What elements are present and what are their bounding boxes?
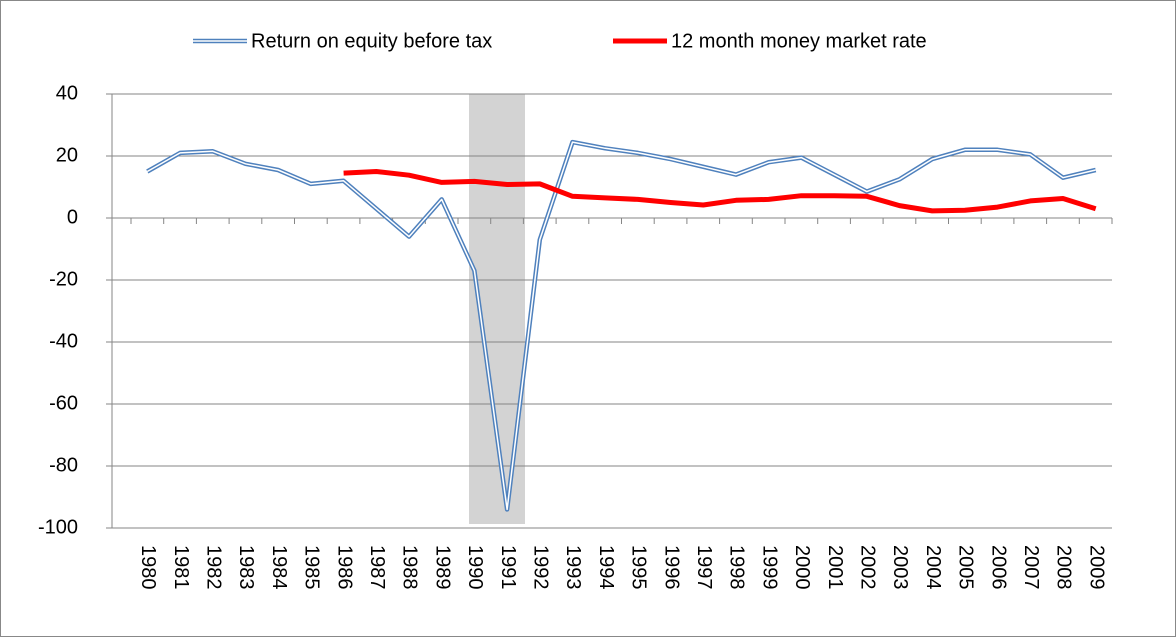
x-tick-label: 2007 [1020,545,1042,590]
x-tick-label: 1999 [758,545,780,590]
x-tick-label: 1983 [235,545,257,590]
x-tick-label: 2003 [889,545,911,590]
y-tick-label: -20 [49,268,78,290]
x-tick-label: 1991 [497,545,519,590]
x-tick-label: 1997 [693,545,715,590]
y-tick-label: -60 [49,392,78,414]
x-tick-label: 1995 [628,545,650,590]
x-tick-label: 2008 [1053,545,1075,590]
y-tick-label: 20 [56,144,78,166]
y-tick-label: 0 [67,206,78,228]
x-tick-label: 1996 [660,545,682,590]
x-tick-label: 1986 [333,545,355,590]
x-tick-label: 2004 [922,545,944,590]
x-tick-label: 1988 [399,545,421,590]
x-tick-label: 2000 [791,545,813,590]
x-tick-label: 2002 [856,545,878,590]
x-tick-label: 2009 [1085,545,1107,590]
x-tick-label: 1984 [268,545,290,590]
x-tick-label: 1987 [366,545,388,590]
x-tick-label: 1980 [137,545,159,590]
y-tick-label: -100 [38,516,78,538]
y-tick-label: 40 [56,82,78,104]
legend-label: Return on equity before tax [251,30,492,52]
x-tick-label: 1994 [595,545,617,590]
x-tick-label: 1993 [562,545,584,590]
series-line-inner [146,141,1096,511]
x-tick-label: 1989 [431,545,453,590]
x-tick-label: 1985 [301,545,323,590]
x-tick-label: 1982 [202,545,224,590]
x-tick-label: 1990 [464,545,486,590]
x-tick-label: 2005 [955,545,977,590]
legend-label: 12 month money market rate [671,30,927,52]
x-tick-label: 1992 [529,545,551,590]
x-tick-label: 1981 [170,545,192,590]
x-tick-label: 1998 [726,545,748,590]
x-tick-label: 2001 [824,545,846,590]
x-tick-label: 2006 [987,545,1009,590]
y-tick-label: -80 [49,454,78,476]
y-tick-label: -40 [49,330,78,352]
series-line [343,169,1097,214]
